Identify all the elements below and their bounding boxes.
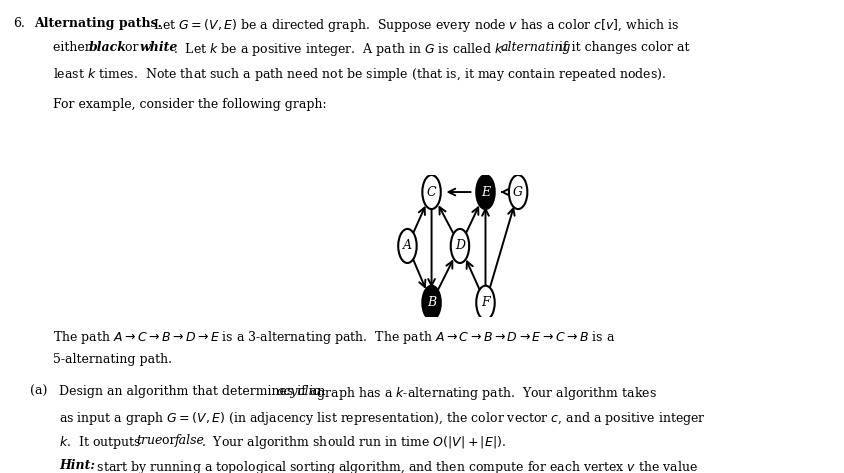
Text: or: or (121, 41, 142, 54)
Text: start by running a topological sorting algorithm, and then compute for each vert: start by running a topological sorting a… (93, 459, 698, 473)
Text: acyclic: acyclic (277, 385, 321, 398)
Text: D: D (455, 239, 465, 253)
Text: Design an algorithm that determines if an: Design an algorithm that determines if a… (59, 385, 329, 398)
Text: C: C (427, 185, 436, 199)
Text: Alternating paths.: Alternating paths. (34, 17, 162, 29)
Text: .  Your algorithm should run in time $O(|V| + |E|)$.: . Your algorithm should run in time $O(|… (201, 435, 506, 452)
Text: E: E (481, 185, 490, 199)
Text: F: F (481, 296, 490, 309)
Ellipse shape (422, 286, 441, 320)
Text: .  Let $k$ be a positive integer.  A path in $G$ is called $k$-: . Let $k$ be a positive integer. A path … (173, 41, 507, 58)
Text: The path $A \rightarrow C \rightarrow B \rightarrow D \rightarrow E$ is a 3-alte: The path $A \rightarrow C \rightarrow B … (53, 329, 615, 346)
Text: false: false (175, 435, 204, 447)
Text: least $k$ times.  Note that such a path need not be simple (that is, it may cont: least $k$ times. Note that such a path n… (53, 66, 666, 83)
Text: (a): (a) (30, 385, 47, 398)
Ellipse shape (451, 229, 469, 263)
Text: A: A (403, 239, 412, 253)
Text: alternating: alternating (500, 41, 571, 54)
Ellipse shape (509, 175, 528, 209)
Text: 5-alternating path.: 5-alternating path. (53, 353, 172, 366)
Ellipse shape (422, 175, 441, 209)
Text: if it changes color at: if it changes color at (555, 41, 689, 54)
Text: G: G (513, 185, 523, 199)
Text: Hint:: Hint: (59, 459, 95, 472)
Text: B: B (427, 296, 436, 309)
Text: For example, consider the following graph:: For example, consider the following grap… (53, 98, 327, 111)
Text: or: or (158, 435, 179, 447)
Text: 6.: 6. (13, 17, 24, 29)
Text: either: either (53, 41, 95, 54)
Ellipse shape (398, 229, 417, 263)
Text: true: true (136, 435, 162, 447)
Text: Let $G = (V, E)$ be a directed graph.  Suppose every node $v$ has a color $c[v]$: Let $G = (V, E)$ be a directed graph. Su… (146, 17, 679, 34)
Ellipse shape (476, 286, 495, 320)
Text: as input a graph $G = (V, E)$ (in adjacency list representation), the color vect: as input a graph $G = (V, E)$ (in adjace… (59, 410, 706, 427)
Text: graph has a $k$-alternating path.  Your algorithm takes: graph has a $k$-alternating path. Your a… (313, 385, 657, 403)
Text: black: black (89, 41, 127, 54)
Text: $k$.  It outputs: $k$. It outputs (59, 435, 143, 452)
Ellipse shape (476, 175, 495, 209)
Text: white: white (139, 41, 177, 54)
